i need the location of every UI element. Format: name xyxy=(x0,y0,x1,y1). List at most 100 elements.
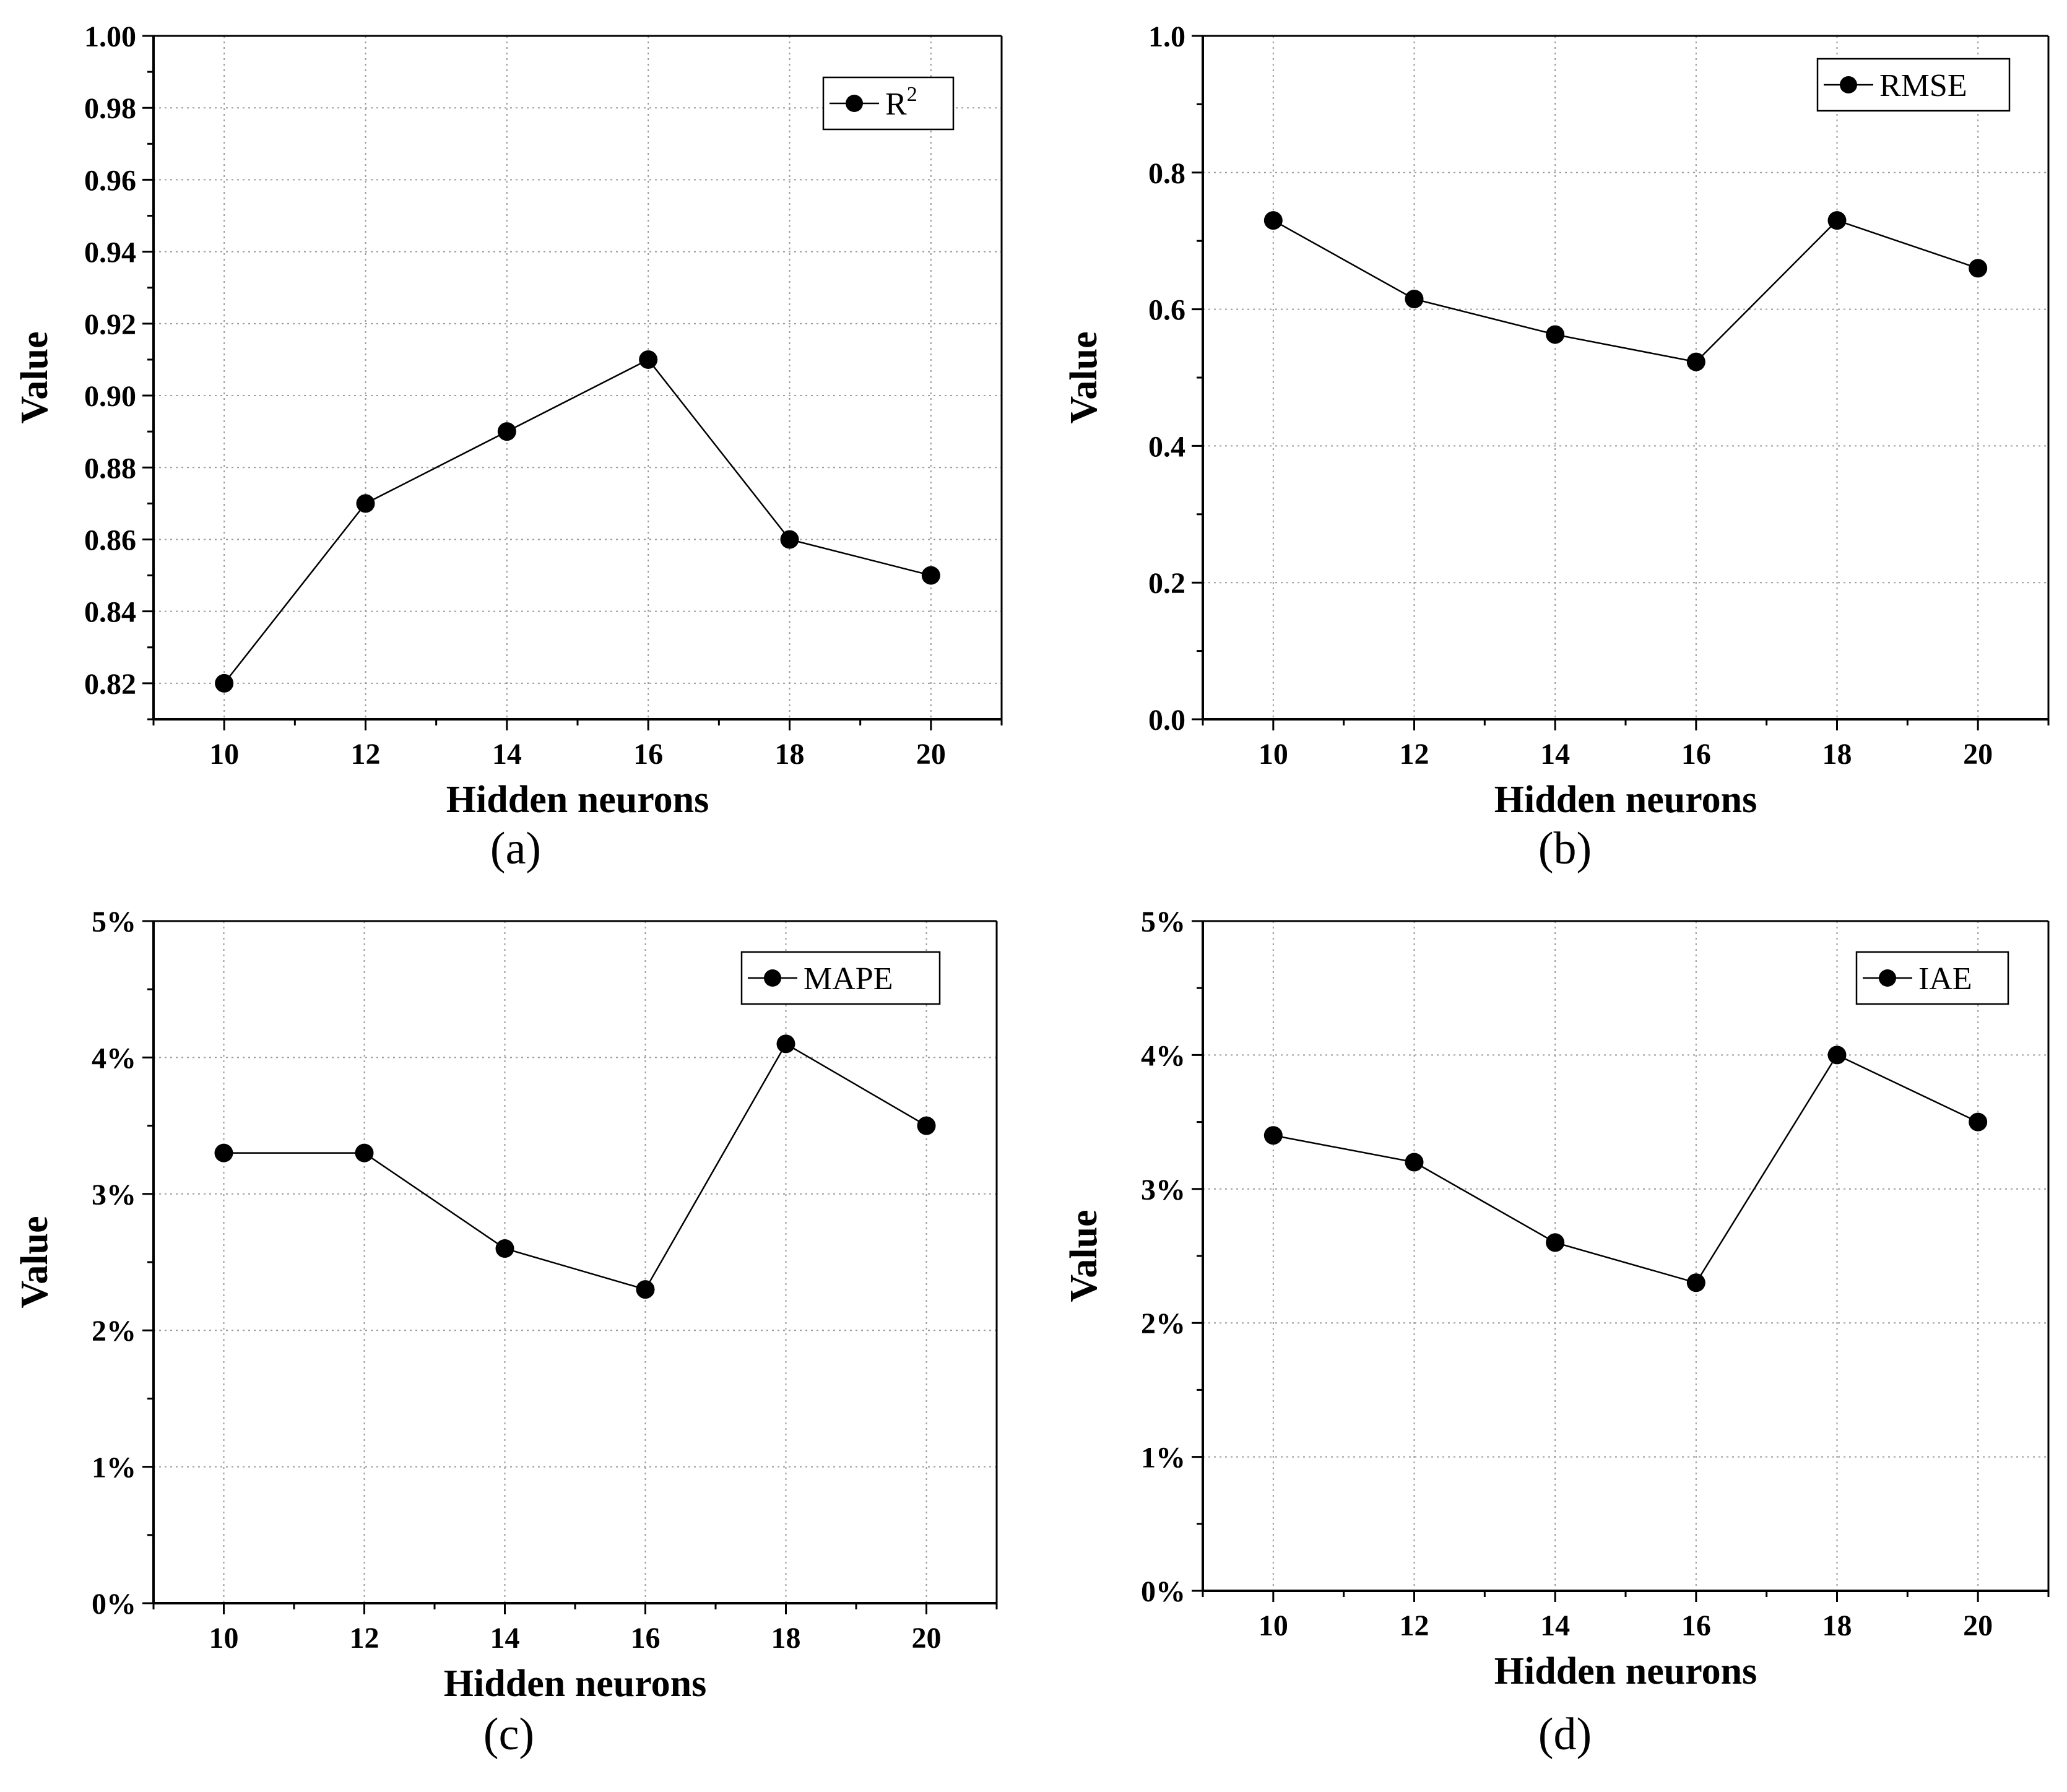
legend: R2 xyxy=(822,76,955,131)
data-point xyxy=(921,566,940,585)
y-tick-label: 0.96 xyxy=(84,164,136,197)
data-point xyxy=(780,530,799,549)
legend-label: RMSE xyxy=(1879,68,1967,103)
x-axis-title: Hidden neurons xyxy=(1494,779,1757,821)
x-tick-label: 20 xyxy=(912,1622,942,1655)
y-axis-title: Value xyxy=(1063,1210,1105,1302)
data-point xyxy=(1546,1233,1565,1252)
x-tick-label: 18 xyxy=(1822,738,1852,771)
legend-box xyxy=(1816,58,2011,112)
data-point xyxy=(776,1034,795,1054)
legend: RMSE xyxy=(1816,58,2011,112)
y-tick-label: 0.90 xyxy=(84,380,136,413)
data-point xyxy=(1686,352,1705,371)
panel-caption: (d) xyxy=(1538,1709,1592,1760)
series-line-r2 xyxy=(223,358,932,684)
x-axis-title: Hidden neurons xyxy=(444,1663,706,1705)
y-tick-label: 1% xyxy=(1141,1442,1185,1474)
y-tick-label: 0.88 xyxy=(84,452,136,485)
legend-superscript: 2 xyxy=(907,83,917,106)
chart-panel-d: 10 12 14 16 18 20 0% 1% 2% 3% 4% 5% Hidden neurons Va… xyxy=(1063,906,2050,1760)
data-point xyxy=(636,1280,655,1299)
legend-marker xyxy=(846,95,863,112)
y-tick-label: 0.2 xyxy=(1148,567,1185,600)
x-tick-label: 16 xyxy=(633,738,663,771)
x-tick-label: 16 xyxy=(1681,738,1711,771)
y-tick-label: 2% xyxy=(1141,1307,1185,1340)
data-point xyxy=(1263,211,1283,230)
y-tick-label: 5% xyxy=(92,906,136,938)
x-tick-label: 14 xyxy=(1540,1609,1570,1642)
y-axis-title: Value xyxy=(14,1216,56,1308)
y-tick-label: 1.00 xyxy=(84,20,136,53)
x-tick-label: 12 xyxy=(350,1622,379,1655)
data-point xyxy=(214,1143,233,1162)
y-tick-label: 0.98 xyxy=(84,92,136,125)
y-tick-label: 0.8 xyxy=(1148,157,1185,190)
panel-caption: (b) xyxy=(1538,823,1592,874)
legend-label: IAE xyxy=(1918,961,1972,997)
y-tick-label: 1.0 xyxy=(1148,20,1185,53)
series-line-rmse xyxy=(1273,219,1978,363)
data-point xyxy=(355,1143,374,1162)
panel-caption: (c) xyxy=(483,1709,534,1760)
x-tick-label: 18 xyxy=(775,738,805,771)
data-point xyxy=(917,1116,936,1135)
x-tick-label: 18 xyxy=(771,1622,801,1655)
x-tick-label: 12 xyxy=(1400,1609,1429,1642)
x-tick-label: 16 xyxy=(631,1622,661,1655)
data-point xyxy=(497,422,516,441)
panel-caption: (a) xyxy=(490,823,541,874)
x-tick-label: 18 xyxy=(1822,1609,1852,1642)
data-point xyxy=(1969,1112,1988,1132)
legend-marker xyxy=(764,969,781,987)
x-tick-label: 14 xyxy=(492,738,522,771)
series-line-mape xyxy=(223,1042,927,1291)
y-tick-label: 0.92 xyxy=(84,308,136,341)
x-tick-label: 14 xyxy=(1540,738,1570,771)
x-tick-label: 12 xyxy=(1400,738,1429,771)
x-tick-label: 20 xyxy=(916,738,946,771)
data-point xyxy=(1969,259,1988,278)
legend: IAE xyxy=(1855,951,2009,1005)
y-tick-label: 4% xyxy=(92,1042,136,1075)
data-point xyxy=(1827,211,1847,230)
legend-label: MAPE xyxy=(804,961,893,997)
y-tick-label: 4% xyxy=(1141,1039,1185,1072)
x-tick-label: 16 xyxy=(1681,1609,1711,1642)
x-tick-label: 20 xyxy=(1963,738,1993,771)
y-tick-label: 5% xyxy=(1141,906,1185,938)
y-tick-label: 0% xyxy=(92,1588,136,1621)
x-tick-label: 20 xyxy=(1963,1609,1993,1642)
x-tick-label: 10 xyxy=(209,1622,239,1655)
data-point xyxy=(495,1239,514,1258)
legend-marker xyxy=(1840,76,1857,93)
x-axis-title: Hidden neurons xyxy=(1494,1650,1757,1692)
data-point xyxy=(639,350,658,369)
y-tick-label: 1% xyxy=(92,1452,136,1484)
y-tick-label: 0.84 xyxy=(84,596,136,629)
data-point xyxy=(356,494,375,513)
data-point xyxy=(215,673,234,693)
legend-marker xyxy=(1879,969,1896,987)
data-point xyxy=(1263,1126,1283,1145)
x-tick-label: 10 xyxy=(1259,1609,1288,1642)
y-tick-label: 0.0 xyxy=(1148,704,1185,737)
data-point xyxy=(1686,1273,1705,1292)
x-axis-title: Hidden neurons xyxy=(446,779,709,821)
series-line-iae xyxy=(1273,1054,1978,1284)
y-tick-label: 0.86 xyxy=(84,524,136,556)
data-point xyxy=(1405,290,1424,309)
y-tick-label: 0.4 xyxy=(1148,430,1185,463)
chart-panel-c: 10 12 14 16 18 20 0% 1% 2% 3% 4% 5% Hidden neurons Va… xyxy=(14,906,998,1760)
chart-panel-b: 10 12 14 16 18 20 0.0 0.2 0.4 0.6 0.8 1.0 Hidden neu… xyxy=(1063,20,2050,874)
y-tick-label: 0.6 xyxy=(1148,294,1185,327)
y-axis-title: Value xyxy=(14,331,56,423)
y-tick-label: 0.82 xyxy=(84,668,136,701)
chart-panel-a: 10 12 14 16 18 20 0.82 0.84 0.86 0.88 0.90 0.92 0.94… xyxy=(14,20,1003,874)
data-point xyxy=(1546,325,1565,344)
data-point xyxy=(1405,1153,1424,1172)
y-tick-label: 0.94 xyxy=(84,236,136,269)
y-tick-label: 0% xyxy=(1141,1575,1185,1608)
